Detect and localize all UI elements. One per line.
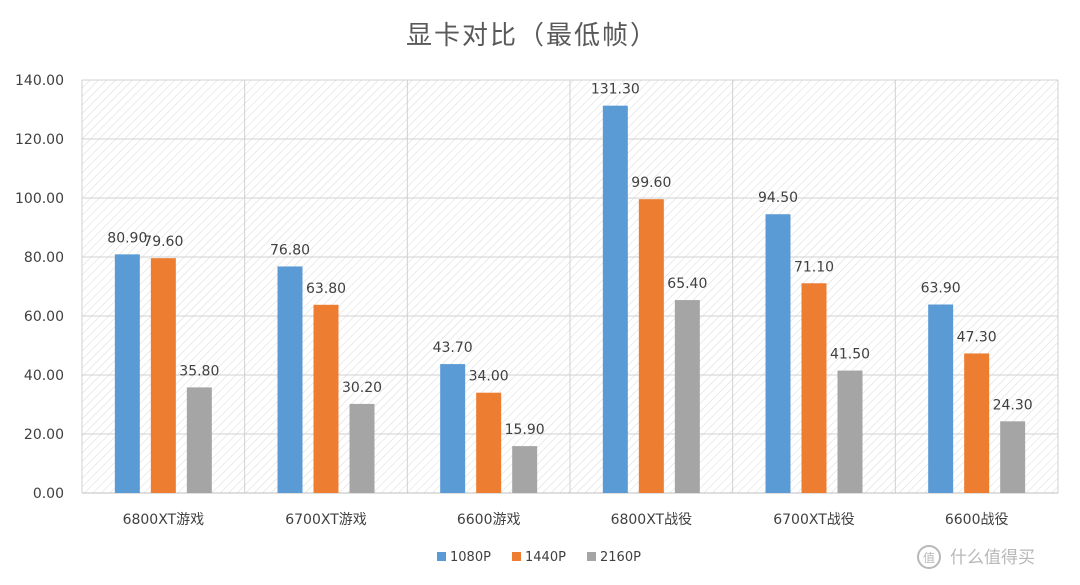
bar-2160p: [1000, 421, 1026, 493]
data-label: 71.10: [794, 259, 834, 275]
legend: 1080P 1440P 2160P: [437, 550, 641, 565]
bar-1080p: [114, 254, 140, 493]
data-label: 131.30: [591, 82, 640, 98]
data-label: 99.60: [631, 175, 671, 191]
data-label: 63.80: [306, 281, 346, 297]
y-tick-label: 120.00: [15, 132, 64, 148]
data-label: 41.50: [830, 347, 870, 363]
x-tick-label: 6800XT战役: [611, 512, 693, 528]
data-label: 79.60: [143, 234, 183, 250]
x-tick-label: 6700XT战役: [773, 512, 855, 528]
bar-2160p: [349, 403, 375, 493]
x-tick-label: 6600战役: [945, 512, 1009, 528]
bar-1440p: [801, 283, 827, 493]
legend-swatch: [437, 552, 446, 561]
data-label: 35.80: [179, 363, 219, 379]
smzdm-logo-icon: [917, 545, 941, 569]
data-label: 24.30: [993, 397, 1033, 413]
bar-1440p: [313, 304, 339, 493]
y-tick-label: 140.00: [15, 73, 64, 89]
bar-1440p: [638, 199, 664, 493]
bar-1080p: [277, 266, 303, 493]
y-tick-label: 20.00: [24, 427, 64, 443]
data-label: 43.70: [433, 340, 473, 356]
y-tick-label: 100.00: [15, 191, 64, 207]
legend-label: 1080P: [450, 550, 491, 565]
legend-label: 2160P: [600, 550, 641, 565]
data-label: 30.20: [342, 380, 382, 396]
legend-label: 1440P: [525, 550, 566, 565]
bar-1080p: [928, 304, 954, 493]
x-tick-label: 6800XT游戏: [123, 512, 205, 528]
data-label: 34.00: [469, 369, 509, 385]
bar-1440p: [476, 392, 502, 493]
data-label: 80.90: [107, 230, 147, 246]
bar-2160p: [837, 370, 863, 493]
x-tick-label: 6600游戏: [457, 512, 521, 528]
data-label: 65.40: [667, 276, 707, 292]
smzdm-logo-glyph: 值: [923, 550, 935, 565]
data-label: 94.50: [758, 190, 798, 206]
bar-2160p: [674, 300, 700, 493]
legend-swatch: [512, 552, 521, 561]
bar-1440p: [964, 353, 990, 493]
bar-1440p: [150, 258, 176, 493]
chart-title: 显卡对比（最低帧）: [406, 21, 658, 51]
data-label: 63.90: [921, 280, 961, 296]
data-label: 47.30: [957, 329, 997, 345]
bar-1080p: [440, 364, 466, 493]
bar-1080p: [765, 214, 791, 493]
data-label: 76.80: [270, 242, 310, 258]
bar-1080p: [602, 105, 628, 493]
y-tick-label: 0.00: [33, 486, 64, 502]
y-tick-label: 60.00: [24, 309, 64, 325]
bar-2160p: [512, 446, 538, 493]
data-label: 15.90: [505, 422, 545, 438]
y-tick-label: 40.00: [24, 368, 64, 384]
watermark-text: 什么值得买: [950, 548, 1035, 568]
x-tick-label: 6700XT游戏: [285, 512, 367, 528]
y-tick-label: 80.00: [24, 250, 64, 266]
bar-2160p: [186, 387, 212, 493]
watermark: 值 什么值得买: [917, 545, 1035, 569]
legend-swatch: [587, 552, 596, 561]
